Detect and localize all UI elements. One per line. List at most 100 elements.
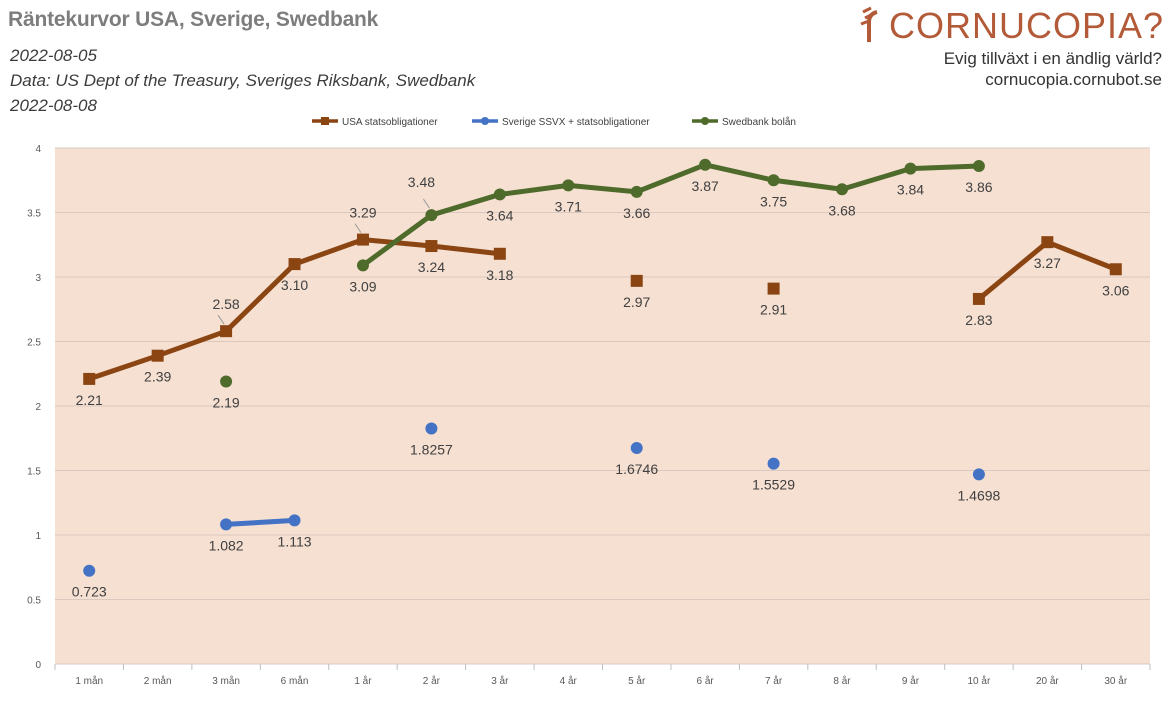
x-tick-label: 20 år	[1036, 675, 1059, 687]
x-tick-label: 8 år	[833, 675, 851, 687]
sverige-series-line	[225, 517, 295, 527]
label-leader-line	[422, 198, 430, 209]
x-tick-label: 9 år	[902, 675, 920, 687]
sverige-data-point	[288, 514, 301, 527]
label-leader-line	[217, 314, 225, 325]
swedbank-data-point	[630, 185, 643, 198]
usa-data-point	[493, 247, 506, 260]
usa-data-label: 2.91	[760, 302, 787, 318]
x-tick-label: 3 mån	[212, 675, 240, 687]
usa-legend-label: USA statsobligationer	[342, 117, 438, 128]
usa-data-point	[1041, 236, 1054, 249]
sverige-data-label: 1.4698	[957, 487, 1000, 503]
x-tick-label: 7 år	[765, 675, 783, 687]
sverige-data-label: 0.723	[72, 584, 107, 600]
usa-data-label: 3.27	[1034, 255, 1061, 271]
swedbank-data-label: 3.09	[349, 278, 376, 294]
brand-site: cornucopia.cornubot.se	[985, 70, 1162, 89]
x-tick-label: 10 år	[968, 675, 991, 687]
usa-data-point	[767, 282, 780, 295]
usa-data-point	[425, 240, 438, 253]
swedbank-data-label: 3.87	[692, 178, 719, 194]
sverige-data-label: 1.8257	[410, 441, 453, 457]
y-tick-label: 1.5	[27, 467, 41, 478]
usa-data-label: 2.58	[212, 296, 239, 312]
sverige-data-label: 1.113	[278, 533, 312, 549]
x-tick-label: 6 mån	[281, 675, 309, 687]
y-tick-label: 2.5	[27, 338, 41, 349]
x-tick-label: 6 år	[697, 675, 715, 687]
usa-data-point	[356, 233, 369, 246]
x-tick-label: 2 mån	[144, 675, 172, 687]
usa-data-label: 2.21	[76, 392, 103, 408]
usa-data-label: 3.10	[281, 277, 308, 293]
swedbank-data-point	[972, 160, 985, 173]
sverige-data-point	[630, 441, 643, 454]
usa-data-point	[630, 274, 643, 287]
swedbank-data-point	[220, 375, 233, 388]
y-tick-label: 2	[35, 402, 41, 413]
y-tick-label: 3.5	[27, 209, 41, 220]
swedbank-data-point	[767, 174, 780, 187]
cornucopia-logo-icon	[860, 6, 878, 42]
swedbank-data-point	[493, 188, 506, 201]
x-tick-label: 30 år	[1104, 675, 1127, 687]
usa-data-label: 3.18	[486, 267, 513, 283]
x-tick-label: 5 år	[628, 675, 646, 687]
label-leader-line	[354, 223, 362, 233]
usa-data-point	[972, 292, 985, 305]
swedbank-data-point	[836, 183, 849, 196]
usa-data-label: 3.06	[1102, 282, 1129, 298]
chart-source: Data: US Dept of the Treasury, Sveriges …	[10, 71, 476, 90]
swedbank-data-point	[699, 158, 712, 171]
y-tick-label: 1	[35, 531, 41, 542]
chart-title: Räntekurvor USA, Sverige, Swedbank	[8, 8, 379, 31]
usa-legend-marker	[321, 117, 329, 125]
brand-block: CORNUCOPIA? Evig tillväxt i en ändlig vä…	[859, 4, 1164, 90]
usa-data-label: 3.24	[418, 259, 445, 275]
chart-date-secondary: 2022-08-08	[10, 96, 97, 115]
x-tick-label: 1 år	[354, 675, 372, 687]
y-tick-label: 0	[35, 660, 41, 671]
sverige-data-label: 1.082	[209, 537, 244, 553]
sverige-data-label: 1.5529	[752, 477, 795, 493]
swedbank-data-point	[562, 179, 575, 192]
swedbank-data-label: 3.84	[897, 182, 924, 198]
swedbank-data-label: 3.48	[408, 174, 435, 190]
x-tick-label: 2 år	[423, 675, 441, 687]
sverige-legend-label: Sverige SSVX + statsobligationer	[502, 117, 650, 128]
legend: USA statsobligationer Sverige SSVX + stat…	[312, 116, 796, 128]
swedbank-legend-marker	[701, 117, 709, 125]
swedbank-data-label: 2.19	[212, 394, 239, 410]
usa-data-point	[1109, 263, 1122, 276]
usa-data-label: 2.83	[965, 312, 992, 328]
x-axis: 1 mån 2 mån 3 mån 6 mån 1 år 2 år 3 år 4 år 5 år…	[54, 664, 1151, 687]
usa-data-label: 2.39	[144, 369, 171, 385]
usa-data-point	[220, 325, 233, 338]
data-labels: 2.21 2.39 2.58 3.10 3.29 3.24 3.18 2.97 2.91 2.83…	[72, 174, 1130, 600]
y-axis: 0 0.5 1 1.5 2 2.5 3 3.5 4	[27, 144, 41, 671]
swedbank-data-point	[904, 162, 917, 175]
usa-data-point	[151, 349, 164, 362]
x-tick-label: 3 år	[491, 675, 509, 687]
brand-logo: CORNUCOPIA?	[859, 4, 1164, 48]
swedbank-data-label: 3.68	[828, 202, 855, 218]
series-layer	[83, 158, 1122, 577]
sverige-data-point	[972, 468, 985, 481]
x-tick-label: 4 år	[560, 675, 578, 687]
usa-data-label: 2.97	[623, 294, 650, 310]
sverige-data-point	[425, 422, 438, 435]
y-tick-label: 3	[35, 273, 41, 284]
x-tick-label: 1 mån	[75, 675, 103, 687]
swedbank-series-line	[361, 162, 980, 268]
brand-logo-text: CORNUCOPIA?	[888, 5, 1164, 46]
swedbank-data-label: 3.86	[965, 179, 992, 195]
usa-data-point	[83, 372, 96, 385]
sverige-data-point	[767, 457, 780, 470]
swedbank-data-label: 3.75	[760, 193, 787, 209]
swedbank-legend-label: Swedbank bolån	[722, 116, 796, 128]
sverige-data-point	[220, 518, 233, 531]
gridlines	[55, 147, 1150, 665]
swedbank-data-label: 3.66	[623, 205, 650, 221]
